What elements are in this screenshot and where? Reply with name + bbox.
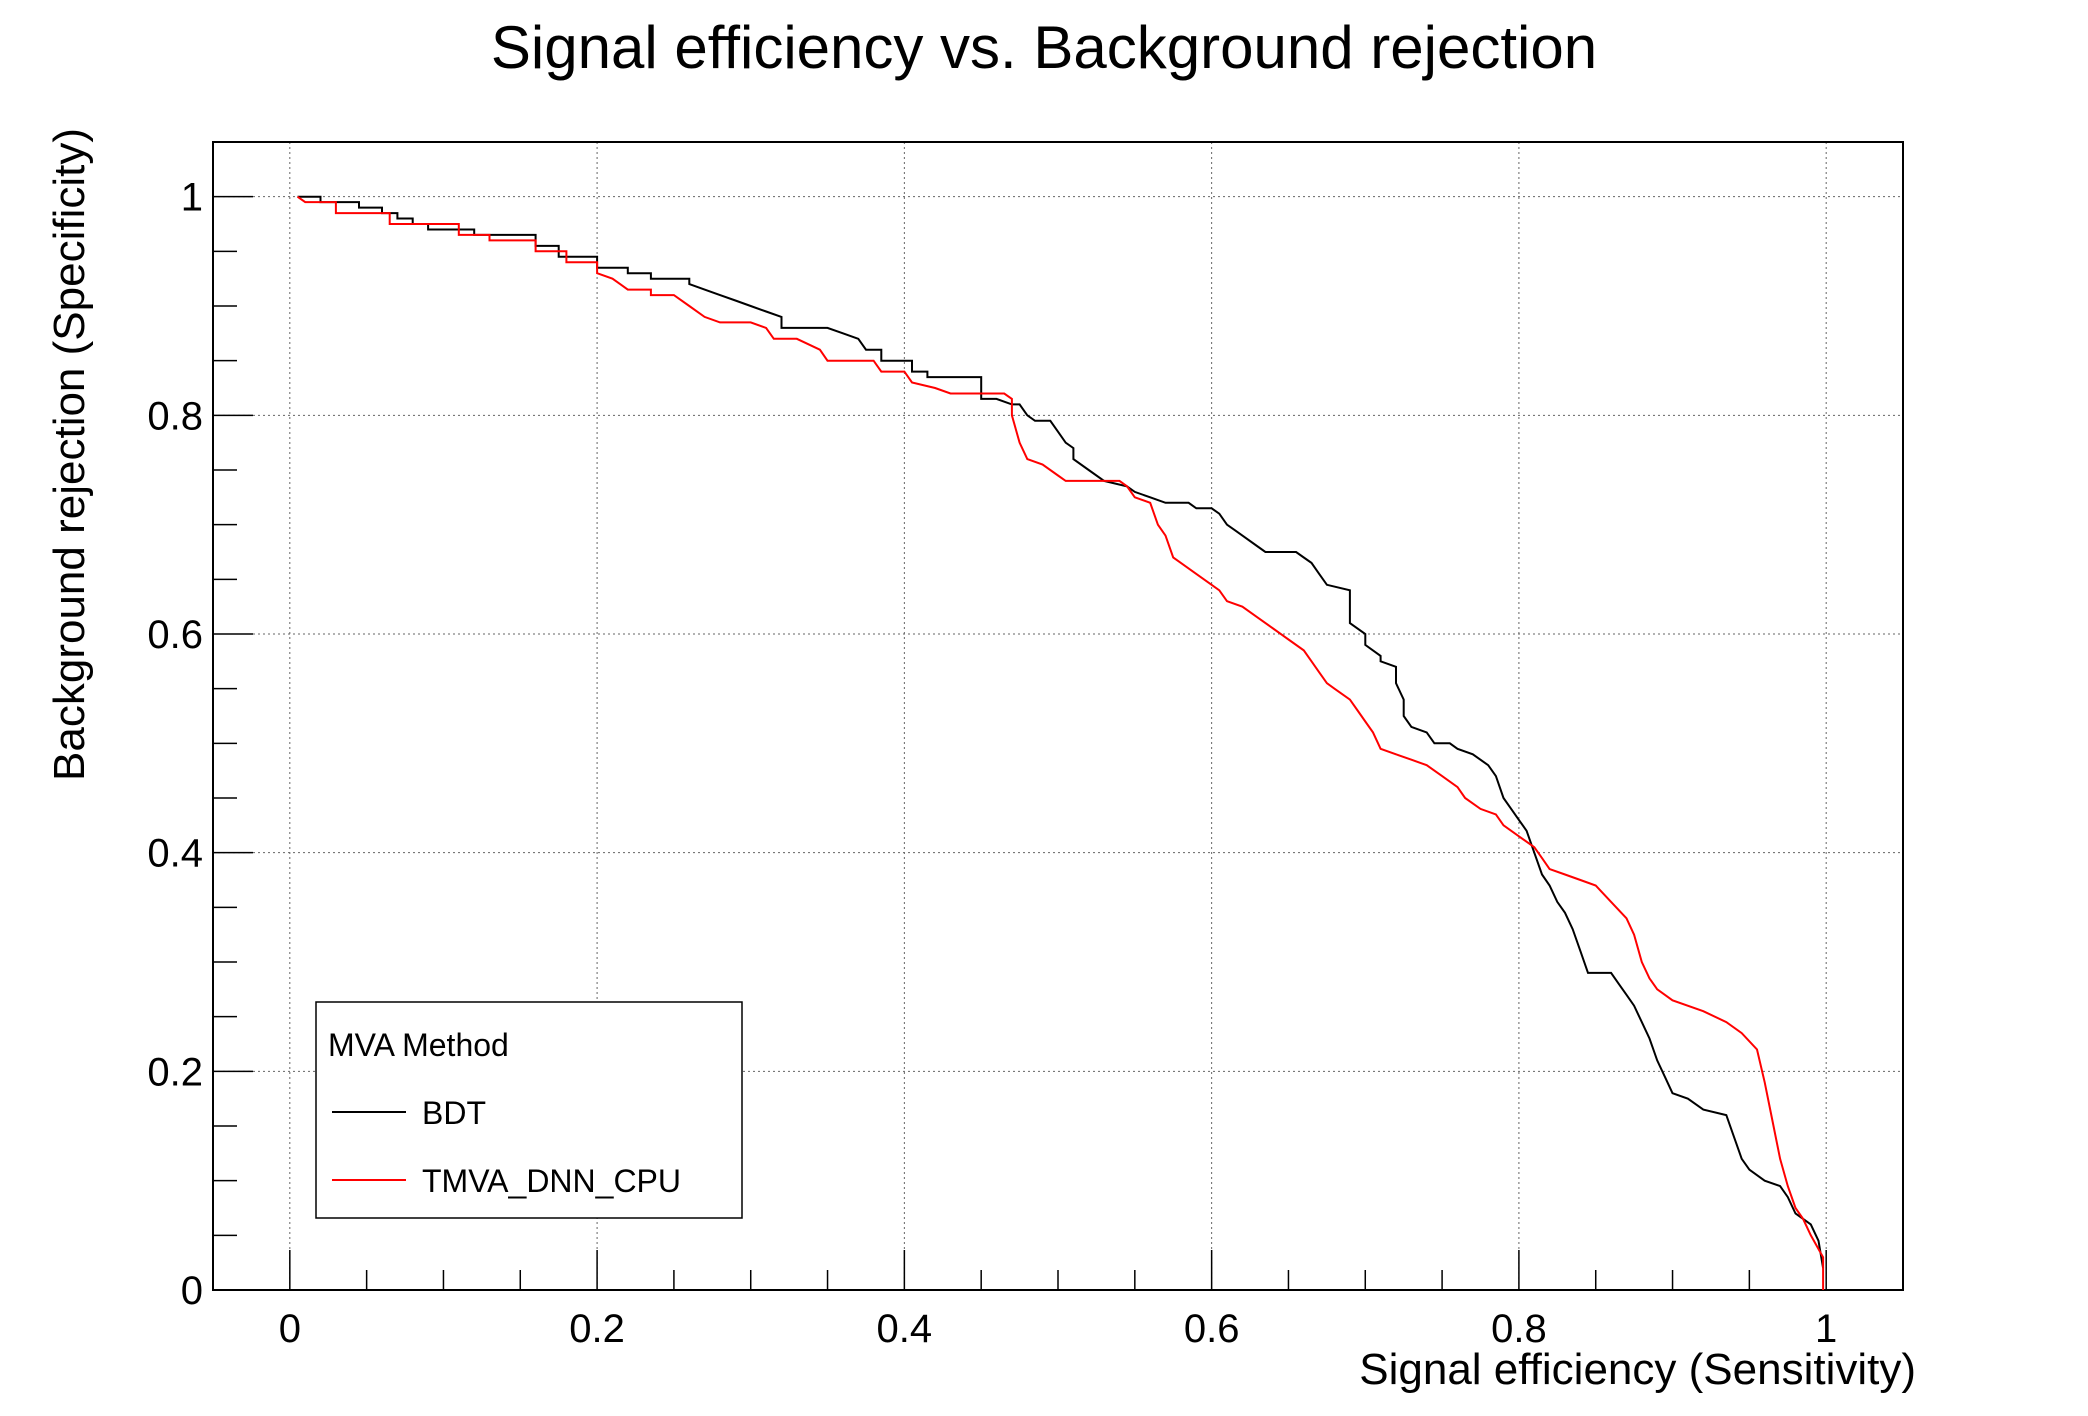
chart-title: Signal efficiency vs. Background rejecti… <box>491 14 1597 81</box>
legend-title: MVA Method <box>328 1027 509 1063</box>
legend: MVA Method BDT TMVA_DNN_CPU <box>315 1001 743 1219</box>
y-tick-label: 0.2 <box>147 1050 203 1094</box>
x-tick-label: 0 <box>279 1307 301 1351</box>
y-tick-label: 0.6 <box>147 613 203 657</box>
x-tick-label: 0.6 <box>1184 1307 1240 1351</box>
series-lines <box>296 195 1825 1290</box>
x-tick-label: 0.8 <box>1491 1307 1547 1351</box>
series-line-tmva-dnn-cpu <box>296 195 1825 1290</box>
series-line-bdt <box>297 195 1825 1269</box>
x-tick-label: 1 <box>1815 1307 1837 1351</box>
legend-label-dnn: TMVA_DNN_CPU <box>422 1163 681 1199</box>
y-tick-label: 0 <box>181 1269 203 1313</box>
x-axis-label: Signal efficiency (Sensitivity) <box>1359 1345 1916 1394</box>
y-tick-label: 1 <box>181 176 203 220</box>
x-tick-labels: 0 0.2 0.4 0.6 0.8 1 <box>279 1307 1838 1351</box>
y-axis-label: Background rejection (Specificity) <box>45 128 94 781</box>
x-tick-label: 0.4 <box>877 1307 933 1351</box>
y-tick-label: 0.4 <box>147 832 203 876</box>
legend-box <box>315 1001 743 1219</box>
x-tick-label: 0.2 <box>569 1307 625 1351</box>
axis-ticks <box>213 141 1827 1291</box>
legend-label-bdt: BDT <box>422 1095 486 1131</box>
y-tick-labels: 0 0.2 0.4 0.6 0.8 1 <box>147 176 203 1313</box>
y-tick-label: 0.8 <box>147 394 203 438</box>
